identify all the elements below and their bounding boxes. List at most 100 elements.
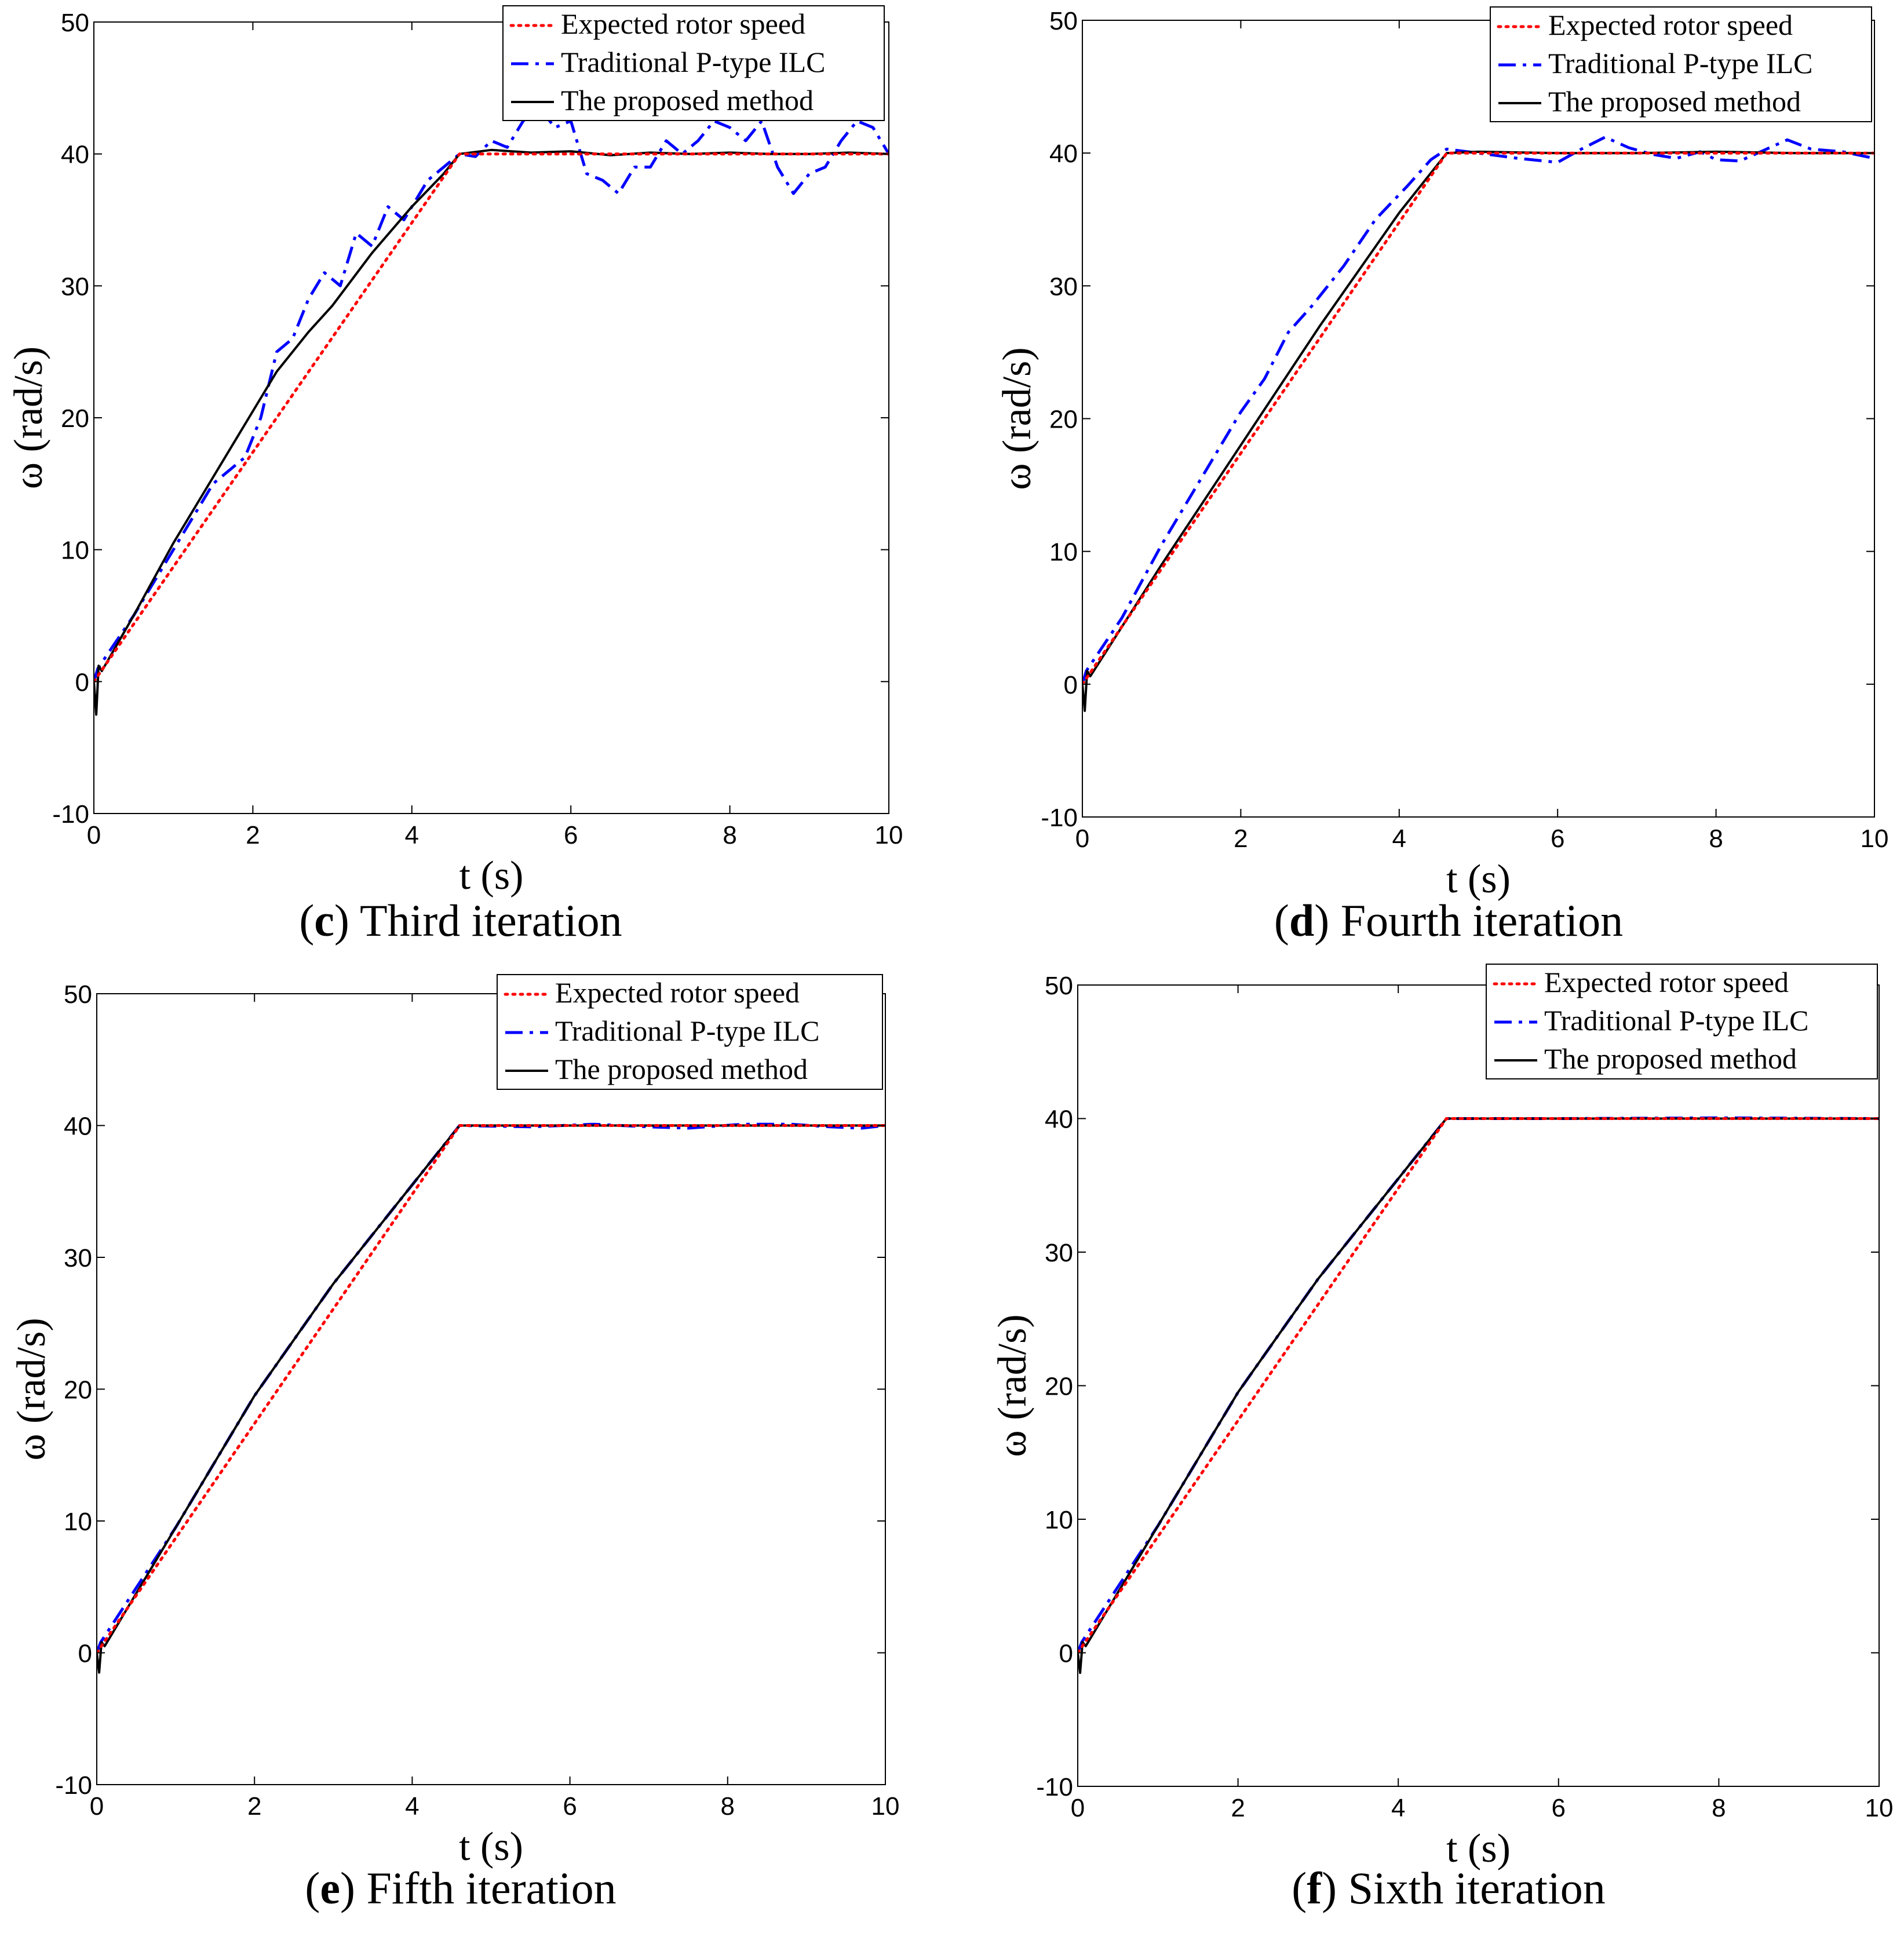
legend-label: Expected rotor speed — [555, 976, 800, 1009]
legend: Expected rotor speed Traditional P-type I… — [502, 5, 885, 121]
legend: Expected rotor speed Traditional P-type I… — [1486, 964, 1878, 1079]
x-tick-label: 2 — [246, 821, 260, 849]
series-line-expected-rotor-speed — [1078, 1117, 1879, 1654]
legend-box — [502, 5, 885, 121]
panel-caption: (c) Third iteration — [299, 895, 622, 946]
legend-box — [1490, 6, 1872, 122]
x-tick-label: 0 — [87, 821, 101, 849]
series-line-the-proposed-method — [1082, 150, 1874, 712]
x-tick-label: 8 — [721, 1792, 735, 1821]
series-line-traditional-p-type-ilc — [94, 106, 889, 683]
series-group — [1082, 136, 1874, 712]
legend-label: Traditional P-type ILC — [1544, 1004, 1808, 1037]
y-tick-label: 50 — [1045, 972, 1073, 1000]
series-group — [97, 1122, 885, 1674]
plot-area — [97, 994, 885, 1785]
x-tick-label: 0 — [1071, 1794, 1085, 1822]
x-tick-label: 2 — [1234, 825, 1248, 853]
x-tick-label: 4 — [405, 821, 419, 849]
x-tick-label: 6 — [1551, 825, 1564, 853]
legend-label: Traditional P-type ILC — [1548, 47, 1812, 79]
y-tick-label: -10 — [52, 800, 89, 829]
y-tick-label: 10 — [61, 537, 89, 565]
panel-caption: (d) Fourth iteration — [1274, 895, 1623, 946]
y-tick-label: 30 — [1045, 1239, 1073, 1267]
x-axis-label: t (s) — [1446, 857, 1511, 902]
x-tick-label: 8 — [723, 821, 736, 849]
x-tick-label: 6 — [1552, 1794, 1566, 1822]
series-group — [94, 106, 889, 716]
y-tick-label: 20 — [1045, 1373, 1073, 1401]
series-line-expected-rotor-speed — [1082, 151, 1874, 686]
y-tick-label: 20 — [1049, 406, 1078, 434]
x-tick-label: 0 — [90, 1792, 104, 1821]
y-tick-label: 40 — [1045, 1106, 1073, 1134]
y-tick-label: 40 — [61, 141, 89, 169]
x-tick-label: 2 — [1231, 1794, 1245, 1822]
x-tick-label: 0 — [1075, 825, 1089, 853]
x-tick-label: 4 — [1391, 1794, 1405, 1822]
y-tick-label: 0 — [78, 1640, 92, 1668]
legend-label: The proposed method — [1544, 1042, 1797, 1075]
y-tick-label: 10 — [1045, 1506, 1073, 1534]
y-tick-label: 30 — [61, 272, 89, 301]
legend-box — [1486, 964, 1878, 1079]
series-group — [1078, 1116, 1879, 1675]
series-line-traditional-p-type-ilc — [1082, 136, 1874, 685]
legend-label: Expected rotor speed — [1548, 9, 1793, 41]
y-tick-label: 30 — [1049, 272, 1078, 301]
x-tick-label: 4 — [405, 1792, 419, 1821]
x-axis-label: t (s) — [459, 1825, 523, 1869]
y-tick-label: 30 — [64, 1244, 92, 1272]
legend-label: The proposed method — [1548, 85, 1801, 118]
x-tick-label: 2 — [247, 1792, 261, 1821]
x-tick-label: 10 — [1865, 1794, 1894, 1822]
panel-caption: (f) Sixth iteration — [1292, 1863, 1606, 1913]
x-tick-label: 4 — [1392, 825, 1406, 853]
x-tick-label: 8 — [1712, 1794, 1726, 1822]
x-tick-label: 6 — [564, 821, 578, 849]
panel-caption: (e) Fifth iteration — [305, 1863, 616, 1913]
x-tick-label: 8 — [1709, 825, 1723, 853]
series-line-expected-rotor-speed — [94, 152, 889, 683]
x-axis-label: t (s) — [459, 853, 524, 898]
legend-label: The proposed method — [555, 1053, 808, 1085]
y-axis-label: ω (rad/s) — [990, 1314, 1035, 1457]
y-tick-label: 50 — [61, 9, 89, 37]
legend-box — [497, 974, 883, 1090]
y-axis-label: ω (rad/s) — [6, 346, 51, 489]
y-tick-label: 0 — [1059, 1640, 1073, 1668]
plot-area — [1078, 985, 1879, 1786]
x-tick-label: 10 — [871, 1792, 900, 1821]
legend-label: Traditional P-type ILC — [561, 46, 825, 78]
y-tick-label: 50 — [64, 980, 92, 1009]
y-tick-label: 50 — [1049, 7, 1078, 35]
legend-label: Traditional P-type ILC — [555, 1015, 819, 1047]
y-tick-label: 40 — [64, 1112, 92, 1141]
y-axis-label: ω (rad/s) — [995, 347, 1039, 490]
y-tick-label: 0 — [1064, 671, 1078, 699]
legend-label: Expected rotor speed — [561, 8, 805, 40]
y-tick-label: 20 — [64, 1376, 92, 1405]
y-tick-label: 10 — [64, 1508, 92, 1536]
y-tick-label: 40 — [1049, 140, 1078, 168]
y-tick-label: -10 — [1041, 804, 1078, 832]
y-tick-label: -10 — [55, 1771, 92, 1800]
y-tick-label: -10 — [1036, 1773, 1073, 1801]
y-axis-label: ω (rad/s) — [9, 1318, 54, 1460]
x-axis-label: t (s) — [1446, 1826, 1511, 1871]
legend-label: The proposed method — [561, 84, 814, 116]
x-tick-label: 10 — [875, 821, 903, 849]
plot-area — [1082, 20, 1874, 817]
x-tick-label: 6 — [563, 1792, 577, 1821]
y-tick-label: 0 — [75, 668, 89, 696]
legend: Expected rotor speed Traditional P-type I… — [497, 974, 883, 1090]
y-tick-label: 10 — [1049, 538, 1078, 567]
legend: Expected rotor speed Traditional P-type I… — [1490, 6, 1872, 122]
legend-label: Expected rotor speed — [1544, 966, 1789, 998]
